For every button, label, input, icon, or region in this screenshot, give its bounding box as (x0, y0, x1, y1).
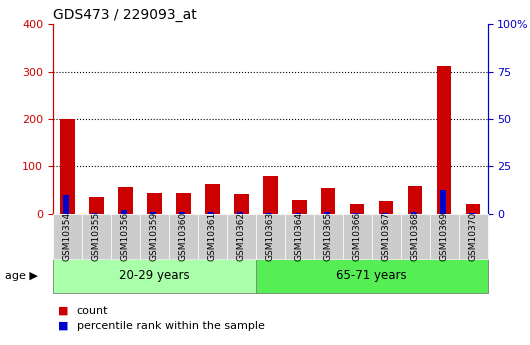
Text: GSM10363: GSM10363 (266, 212, 275, 261)
Bar (350, 204, 365, 214)
Bar (118, 187, 132, 214)
Bar (292, 200, 306, 214)
Text: GSM10364: GSM10364 (295, 212, 304, 261)
Text: GSM10359: GSM10359 (150, 212, 159, 261)
Text: count: count (77, 306, 108, 315)
Text: GSM10370: GSM10370 (469, 212, 478, 261)
Text: GSM10355: GSM10355 (92, 212, 101, 261)
Text: GSM10367: GSM10367 (382, 212, 391, 261)
Bar (237, 213, 243, 214)
Bar (437, 66, 452, 214)
Text: GSM10354: GSM10354 (63, 212, 72, 261)
Bar (263, 176, 278, 214)
Text: ■: ■ (58, 321, 69, 331)
Text: percentile rank within the sample: percentile rank within the sample (77, 321, 264, 331)
Bar (411, 212, 417, 214)
Bar (440, 190, 446, 214)
Bar (150, 211, 156, 214)
Text: GSM10365: GSM10365 (324, 212, 333, 261)
Bar (382, 213, 387, 214)
Bar (266, 213, 272, 214)
Bar (408, 186, 422, 214)
Bar (121, 210, 127, 214)
Bar (295, 213, 301, 214)
Bar (92, 213, 98, 214)
Text: GSM10356: GSM10356 (121, 212, 130, 261)
Text: age ▶: age ▶ (5, 271, 38, 281)
Bar (466, 204, 480, 214)
Bar (176, 193, 191, 214)
Text: 20-29 years: 20-29 years (119, 269, 190, 283)
Bar (60, 119, 75, 214)
Bar (89, 197, 104, 214)
Bar (469, 213, 474, 214)
Text: GSM10360: GSM10360 (179, 212, 188, 261)
Text: GSM10369: GSM10369 (440, 212, 448, 261)
Text: 65-71 years: 65-71 years (337, 269, 407, 283)
Bar (208, 211, 214, 214)
Text: GSM10362: GSM10362 (237, 212, 246, 261)
Bar (234, 194, 249, 214)
Bar (324, 212, 330, 214)
Bar (321, 188, 335, 214)
Text: GSM10366: GSM10366 (353, 212, 361, 261)
Bar (353, 213, 359, 214)
Bar (147, 193, 162, 214)
Bar (379, 201, 393, 214)
Text: GSM10368: GSM10368 (411, 212, 420, 261)
Text: ■: ■ (58, 306, 69, 315)
Bar (179, 212, 185, 214)
Bar (205, 185, 219, 214)
Bar (63, 195, 69, 214)
Text: GDS473 / 229093_at: GDS473 / 229093_at (53, 8, 197, 22)
Text: GSM10361: GSM10361 (208, 212, 217, 261)
